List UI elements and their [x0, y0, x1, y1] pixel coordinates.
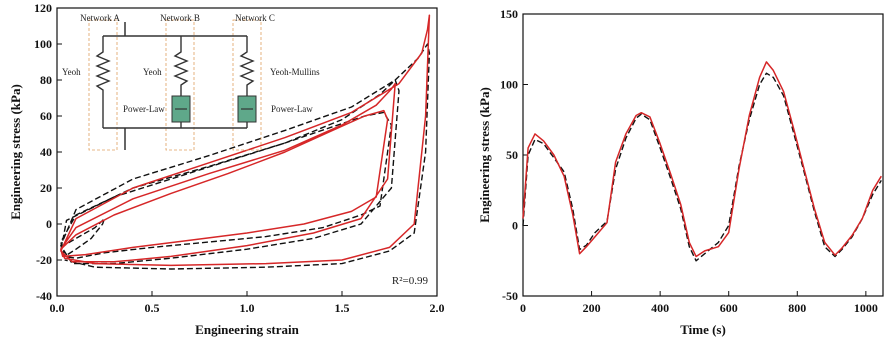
right-x-tick-label: 200: [583, 301, 601, 315]
left-y-tick-label: 120: [34, 1, 52, 15]
network-b-label: Network B: [160, 13, 200, 23]
left-series-model-red-line: [60, 14, 431, 267]
r-squared-annotation: R²=0.99: [392, 275, 429, 287]
left-y-tick-label: 20: [40, 181, 52, 195]
spring-label-b: Yeoh: [143, 67, 162, 77]
network-c-spring-icon: [239, 36, 255, 96]
left-x-axis-label: Engineering strain: [195, 322, 299, 337]
right-y-tick-label: 100: [500, 78, 518, 92]
right-x-tick-label: 400: [651, 301, 669, 315]
left-x-ticks: 0.0 0.5 1.0 1.5 2.0: [50, 291, 445, 315]
right-series-group: [522, 61, 882, 262]
right-x-axis-label: Time (s): [680, 322, 726, 337]
left-x-tick-label: 1.0: [240, 301, 255, 315]
left-series-group: [60, 14, 431, 270]
spring-label-c: Yeoh-Mullins: [270, 67, 320, 77]
spring-label-a: Yeoh: [62, 67, 81, 77]
network-b-box: [165, 19, 195, 151]
network-a-spring-icon: [95, 36, 111, 128]
left-y-tick-label: -40: [36, 289, 52, 303]
network-b-damper-icon: [171, 95, 191, 128]
network-c-label: Network C: [235, 13, 275, 23]
left-y-tick-label: -20: [36, 253, 52, 267]
left-chart: 0.0 0.5 1.0 1.5 2.0 -40 -20 0 20 40 60 80 100 120 En…: [8, 1, 445, 337]
right-plot-frame: [522, 13, 884, 297]
left-x-tick-label: 2.0: [430, 301, 445, 315]
damper-label-b: Power-Law: [123, 104, 165, 114]
network-b-spring-icon: [173, 36, 189, 96]
right-x-tick-label: 600: [720, 301, 738, 315]
right-y-tick-label: -50: [502, 289, 518, 303]
right-y-axis-label: Engineering stress (kPa): [477, 87, 492, 223]
left-y-tick-label: 60: [40, 109, 52, 123]
rheological-model-inset: Network A Network B Network C: [62, 13, 320, 151]
left-y-tick-label: 40: [40, 145, 52, 159]
right-y-tick-label: 150: [500, 7, 518, 21]
right-y-tick-label: 50: [506, 148, 518, 162]
left-x-tick-label: 0.0: [50, 301, 65, 315]
right-series-model-red-line: [522, 61, 882, 258]
network-c-damper-icon: [237, 95, 257, 128]
left-y-axis-label: Engineering stress (kPa): [8, 84, 23, 220]
right-y-ticks: -50 0 50 100 150: [500, 7, 528, 303]
network-c-box: [232, 19, 262, 151]
right-y-tick-label: 0: [512, 219, 518, 233]
left-x-tick-label: 0.5: [145, 301, 160, 315]
left-y-tick-label: 100: [34, 37, 52, 51]
right-series-experiment-dashed-line: [522, 72, 882, 262]
left-y-tick-label: 0: [46, 217, 52, 231]
right-x-tick-label: 1000: [854, 301, 878, 315]
network-a-box: [88, 19, 118, 151]
left-y-ticks: -40 -20 0 20 40 60 80 100 120: [34, 1, 62, 303]
network-a-label: Network A: [80, 13, 120, 23]
damper-label-c: Power-Law: [271, 104, 313, 114]
right-x-tick-label: 0: [520, 301, 526, 315]
right-x-tick-label: 800: [788, 301, 806, 315]
left-x-tick-label: 1.5: [335, 301, 350, 315]
right-x-ticks: 0 200 400 600 800 1000: [520, 291, 878, 315]
left-y-tick-label: 80: [40, 73, 52, 87]
